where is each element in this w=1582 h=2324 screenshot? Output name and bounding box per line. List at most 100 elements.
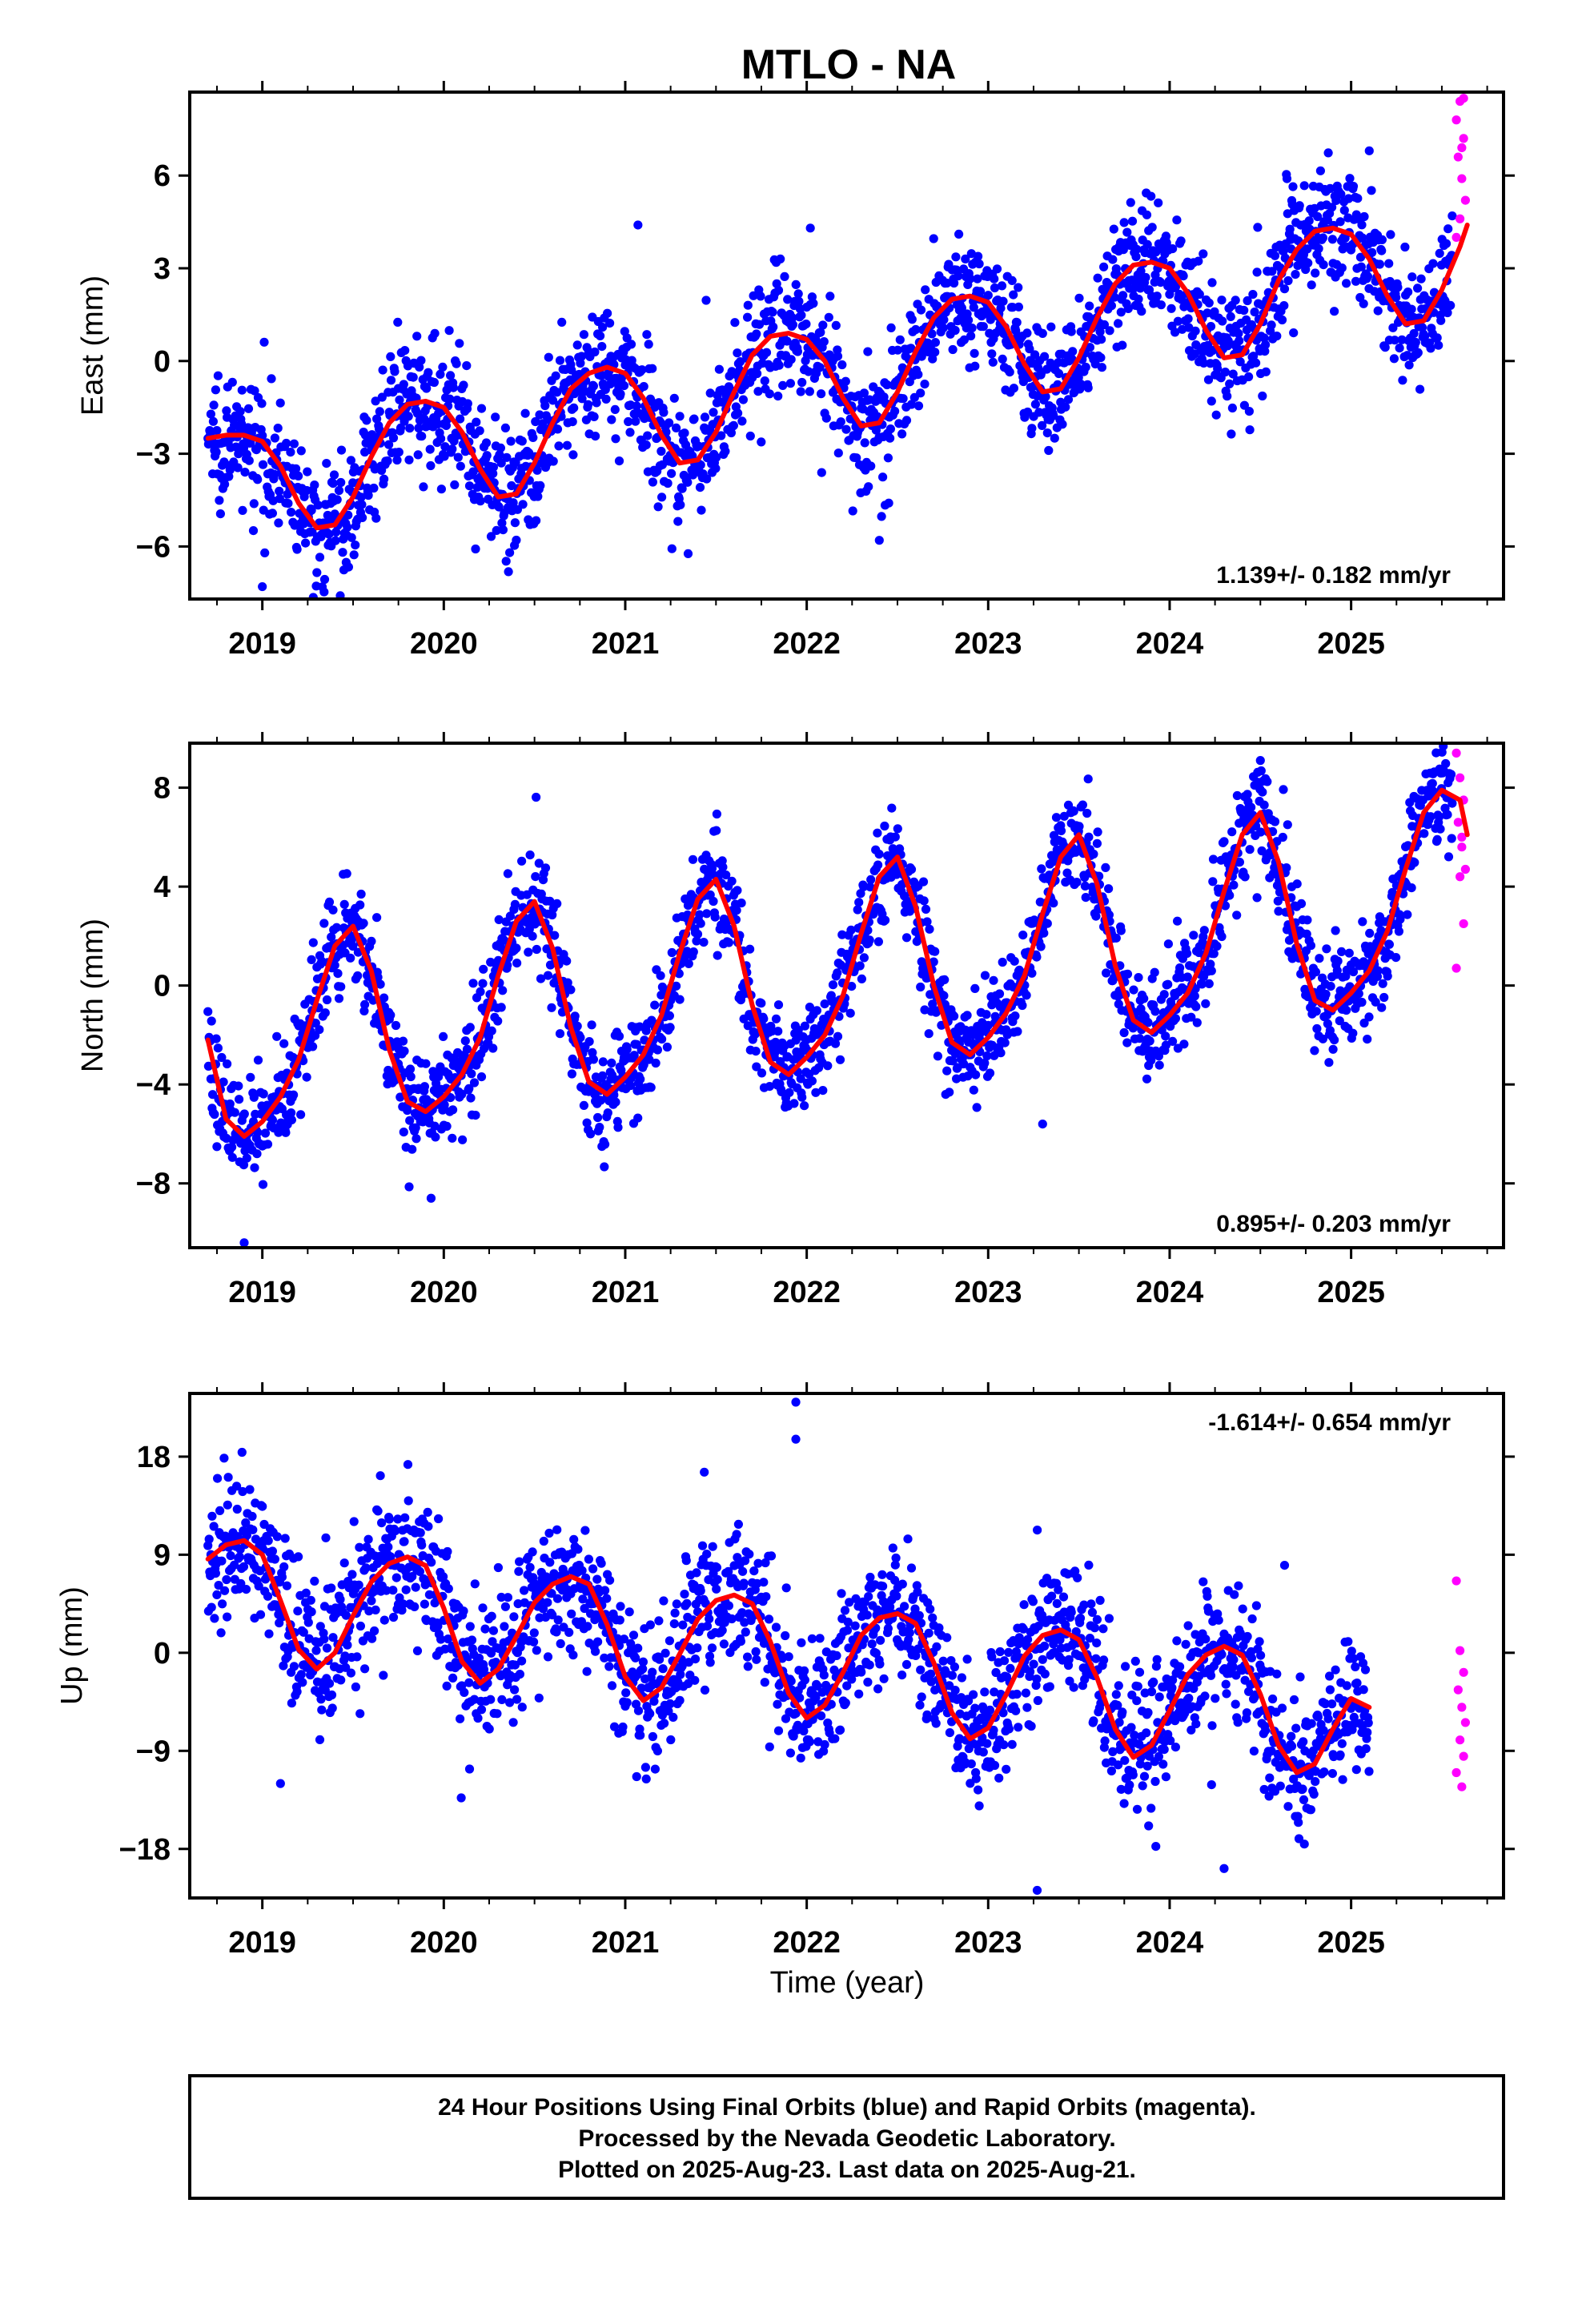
north-final-point xyxy=(970,983,980,993)
up-final-point xyxy=(510,1685,520,1695)
north-final-point xyxy=(1259,800,1269,810)
east-final-point xyxy=(369,483,379,493)
east-final-point xyxy=(1099,262,1109,271)
north-final-point xyxy=(1383,971,1392,981)
east-final-point xyxy=(496,443,506,453)
north-final-point xyxy=(1092,838,1102,848)
east-final-point xyxy=(426,460,436,471)
up-final-point xyxy=(287,1699,296,1708)
east-final-point xyxy=(1227,403,1237,413)
east-final-point xyxy=(572,340,582,350)
north-final-point xyxy=(1219,837,1229,846)
east-final-point xyxy=(1168,244,1178,254)
up-final-point xyxy=(336,1675,346,1685)
north-final-point xyxy=(1037,864,1046,874)
north-final-point xyxy=(1207,966,1216,975)
east-final-point xyxy=(1447,211,1457,221)
east-final-point xyxy=(1118,245,1128,255)
up-final-point xyxy=(503,1593,513,1602)
east-final-point xyxy=(884,498,893,508)
north-plot-frame xyxy=(188,742,1505,1249)
east-final-point xyxy=(1364,146,1374,155)
east-final-point xyxy=(475,426,484,436)
up-final-point xyxy=(296,1670,306,1679)
up-final-point xyxy=(393,1514,403,1524)
up-final-point xyxy=(569,1534,579,1544)
east-final-point xyxy=(270,469,279,479)
east-final-point xyxy=(548,456,558,466)
east-final-point xyxy=(336,445,347,455)
east-final-point xyxy=(1099,320,1109,330)
east-final-point xyxy=(1377,246,1387,255)
up-final-point xyxy=(280,1534,290,1543)
east-final-point xyxy=(597,342,607,352)
north-final-point xyxy=(373,972,383,982)
east-final-point xyxy=(215,509,225,519)
north-final-point xyxy=(1159,990,1169,999)
up-final-point xyxy=(310,1576,319,1586)
up-final-point xyxy=(270,1554,279,1564)
up-final-point xyxy=(401,1585,411,1594)
up-final-point xyxy=(339,1558,349,1568)
east-plot-frame xyxy=(188,90,1505,601)
up-final-point xyxy=(391,1573,401,1582)
up-final-point xyxy=(480,1624,490,1634)
north-final-point xyxy=(302,1072,311,1082)
north-final-point xyxy=(1342,1005,1351,1015)
east-final-point xyxy=(589,412,599,422)
north-final-point xyxy=(890,832,900,842)
east-final-point xyxy=(1183,314,1193,324)
north-final-point xyxy=(874,850,884,859)
north-final-point xyxy=(1059,811,1069,821)
north-final-point xyxy=(1387,887,1397,898)
up-final-point xyxy=(493,1562,504,1573)
north-final-point xyxy=(859,953,869,963)
north-final-point xyxy=(536,974,546,983)
north-final-point xyxy=(856,889,865,899)
east-final-point xyxy=(505,548,515,557)
up-final-point xyxy=(529,1637,539,1647)
north-final-point xyxy=(1321,989,1331,999)
north-final-point xyxy=(272,1031,282,1041)
north-final-point xyxy=(1245,845,1255,854)
east-final-point xyxy=(528,432,538,443)
east-final-point xyxy=(665,418,674,428)
east-final-point xyxy=(436,369,445,379)
east-final-point xyxy=(1126,198,1135,207)
east-rapid-point xyxy=(1459,94,1468,103)
up-final-point xyxy=(580,1526,590,1535)
north-final-point xyxy=(1322,944,1331,954)
east-final-point xyxy=(957,303,966,313)
north-final-point xyxy=(665,1011,675,1020)
north-final-point xyxy=(1048,857,1058,866)
north-final-point xyxy=(460,1036,470,1046)
east-final-point xyxy=(424,368,433,377)
east-final-point xyxy=(656,446,666,456)
up-final-point xyxy=(434,1514,444,1524)
east-final-point xyxy=(1085,343,1094,352)
north-final-point xyxy=(252,1149,262,1159)
north-final-point xyxy=(1292,879,1302,889)
up-final-point xyxy=(496,1592,506,1602)
east-final-point xyxy=(1380,343,1390,352)
north-final-point xyxy=(375,979,385,989)
east-final-point xyxy=(1393,283,1403,292)
east-final-point xyxy=(996,304,1006,313)
north-final-point xyxy=(1013,1027,1022,1036)
north-final-point xyxy=(595,1123,604,1132)
north-final-point xyxy=(1036,942,1046,951)
up-final-point xyxy=(534,1693,544,1703)
east-final-point xyxy=(481,438,492,448)
east-final-point xyxy=(315,553,325,562)
east-final-point xyxy=(258,460,268,469)
north-final-point xyxy=(263,1140,273,1149)
east-x-tick-label: 2024 xyxy=(1136,627,1204,661)
east-rapid-point xyxy=(1452,115,1461,125)
up-final-point xyxy=(245,1485,255,1494)
east-final-point xyxy=(1314,243,1323,254)
up-final-point xyxy=(316,1695,326,1704)
east-final-point xyxy=(1337,263,1347,273)
east-final-point xyxy=(448,444,457,454)
east-final-point xyxy=(1359,299,1368,308)
north-final-point xyxy=(550,931,560,940)
